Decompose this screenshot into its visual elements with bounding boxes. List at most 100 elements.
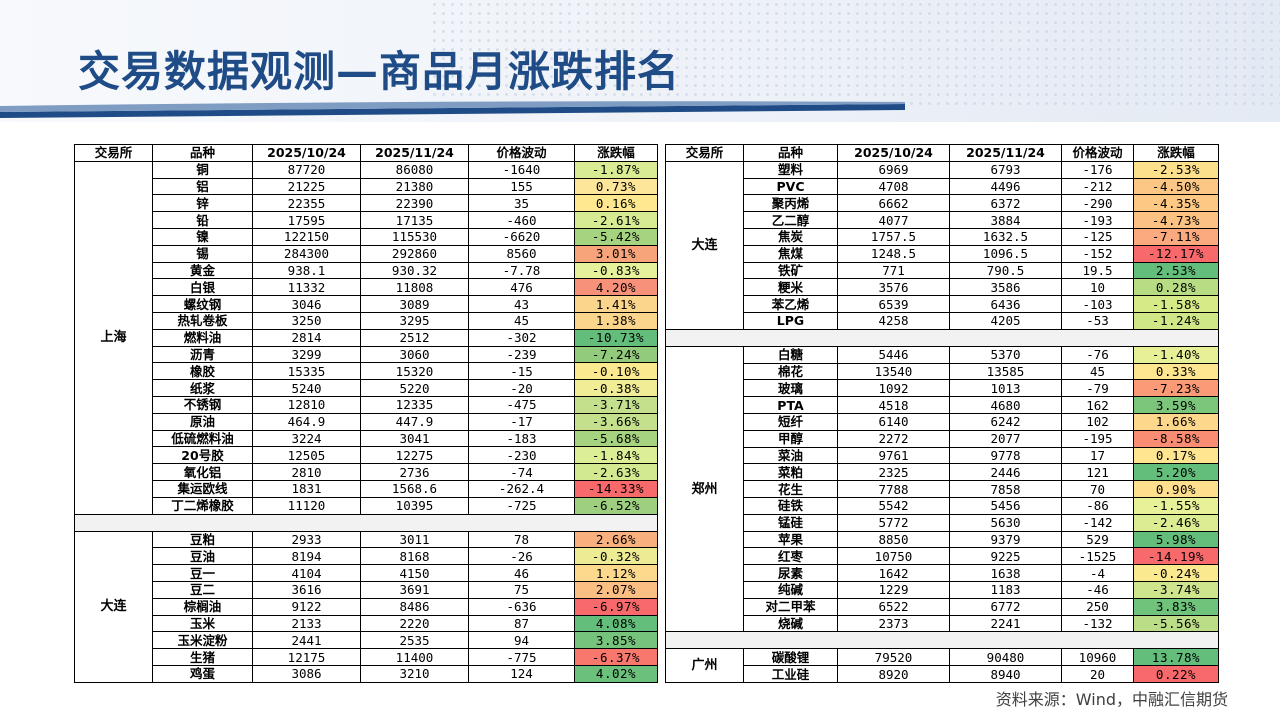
price-change-cell: -142: [1061, 513, 1134, 532]
price-change-cell: -239: [468, 345, 575, 364]
product-cell: LPG: [743, 311, 838, 330]
price-end-cell: 3884: [949, 211, 1062, 229]
price-change-cell: -290: [1061, 194, 1134, 213]
product-cell: 棉花: [743, 362, 838, 381]
price-change-cell: -7.78: [468, 261, 575, 280]
price-start-cell: 79520: [837, 648, 950, 667]
table-row: 菜油 9761 9778 17 0.17%: [666, 446, 1219, 465]
product-cell: 豆一: [152, 564, 253, 582]
price-end-cell: 11400: [360, 648, 469, 666]
pct-change-cell: 4.02%: [574, 664, 658, 683]
price-end-cell: 2241: [949, 614, 1062, 633]
price-start-cell: 9761: [837, 446, 950, 465]
price-end-cell: 1013: [949, 379, 1062, 398]
price-change-cell: -132: [1061, 614, 1134, 633]
product-cell: 镍: [152, 227, 253, 246]
table-row: 玻璃 1092 1013 -79 -7.23%: [666, 379, 1219, 398]
table-row: 红枣 10750 9225 -1525 -14.19%: [666, 547, 1219, 566]
pct-change-cell: 3.83%: [1133, 597, 1219, 616]
price-end-cell: 9778: [949, 446, 1062, 465]
price-start-cell: 2325: [837, 463, 950, 482]
table-row: 锰硅 5772 5630 -142 -2.46%: [666, 513, 1219, 532]
product-cell: 低硫燃料油: [152, 429, 253, 448]
pct-change-cell: 0.90%: [1133, 480, 1219, 498]
pct-change-cell: -4.73%: [1133, 211, 1219, 229]
product-cell: 铜: [152, 160, 253, 179]
price-end-cell: 8940: [949, 665, 1062, 683]
product-cell: 塑料: [743, 160, 838, 179]
price-start-cell: 4077: [837, 211, 950, 229]
price-change-cell: -103: [1061, 295, 1134, 313]
price-start-cell: 4518: [837, 396, 950, 414]
table-row: 焦炭 1757.5 1632.5 -125 -7.11%: [666, 227, 1219, 246]
price-change-cell: 102: [1061, 412, 1134, 431]
price-start-cell: 11120: [252, 496, 361, 515]
header-change: 价格波动: [468, 144, 575, 162]
spacer-cell: [74, 513, 658, 532]
product-cell: 原油: [152, 412, 253, 431]
product-cell: 集运欧线: [152, 479, 253, 498]
table-row: 焦煤 1248.5 1096.5 -152 -12.17%: [666, 244, 1219, 263]
table-row: 尿素 1642 1638 -4 -0.24%: [666, 564, 1219, 582]
spacer-cell: [665, 328, 1219, 347]
table-row: 纸浆 5240 5220 -20 -0.38%: [75, 379, 658, 397]
table-row: 棕榈油 9122 8486 -636 -6.97%: [75, 597, 658, 616]
price-start-cell: 771: [837, 261, 950, 280]
exchange-cell: 大连: [665, 160, 744, 330]
price-change-cell: 529: [1061, 530, 1134, 549]
price-change-cell: 75: [468, 580, 575, 599]
left-table-header: 交易所 品种 2025/10/24 2025/11/24 价格波动 涨跌幅: [74, 144, 658, 162]
product-cell: 铁矿: [743, 261, 838, 280]
price-start-cell: 15335: [252, 362, 361, 381]
price-end-cell: 790.5: [949, 261, 1062, 280]
pct-change-cell: 1.38%: [574, 311, 658, 330]
product-cell: 燃料油: [152, 328, 253, 347]
price-end-cell: 17135: [360, 211, 469, 229]
product-cell: 不锈钢: [152, 395, 253, 414]
price-start-cell: 2441: [252, 631, 361, 650]
price-start-cell: 13540: [837, 362, 950, 381]
product-cell: 工业硅: [743, 665, 838, 683]
price-end-cell: 9379: [949, 530, 1062, 549]
header-date1: 2025/10/24: [252, 144, 361, 162]
pct-change-cell: -7.11%: [1133, 227, 1219, 246]
pct-change-cell: 1.41%: [574, 295, 658, 313]
exchange-cell: 上海: [74, 160, 153, 515]
product-cell: 氧化铝: [152, 463, 253, 481]
table-row: 郑州 白糖 5446 5370 -76 -1.40%: [665, 345, 1219, 633]
product-cell: 生猪: [152, 648, 253, 666]
price-change-cell: 87: [468, 614, 575, 633]
price-start-cell: 4708: [837, 177, 950, 196]
price-end-cell: 2446: [949, 463, 1062, 482]
price-change-cell: 17: [1061, 446, 1134, 465]
price-change-cell: -725: [468, 496, 575, 515]
price-change-cell: -86: [1061, 496, 1134, 515]
pct-change-cell: -1.55%: [1133, 496, 1219, 515]
price-change-cell: -53: [1061, 311, 1134, 330]
pct-change-cell: -0.10%: [574, 362, 658, 381]
table-row: 豆一 4104 4150 46 1.12%: [75, 564, 658, 582]
table-row: 纯碱 1229 1183 -46 -3.74%: [666, 580, 1219, 599]
table-row: 铝 21225 21380 155 0.73%: [75, 177, 658, 196]
pct-change-cell: 3.59%: [1133, 396, 1219, 414]
product-cell: 丁二烯橡胶: [152, 496, 253, 515]
pct-change-cell: 4.20%: [574, 278, 658, 297]
exchange-cell: 大连: [74, 530, 153, 683]
table-row: 白银 11332 11808 476 4.20%: [75, 278, 658, 297]
price-start-cell: 3086: [252, 664, 361, 683]
product-cell: 玉米: [152, 614, 253, 633]
price-end-cell: 4150: [360, 564, 469, 582]
price-change-cell: -15: [468, 362, 575, 381]
price-end-cell: 447.9: [360, 412, 469, 431]
price-start-cell: 1831: [252, 479, 361, 498]
pct-change-cell: -2.63%: [574, 463, 658, 481]
price-end-cell: 1632.5: [949, 227, 1062, 246]
table-row: 原油 464.9 447.9 -17 -3.66%: [75, 412, 658, 431]
table-row: 苯乙烯 6539 6436 -103 -1.58%: [666, 295, 1219, 313]
price-start-cell: 2933: [252, 530, 361, 549]
right-table: 交易所 品种 2025/10/24 2025/11/24 价格波动 涨跌幅 大连 塑料 696…: [665, 144, 1219, 683]
price-change-cell: -6620: [468, 227, 575, 246]
product-cell: 对二甲苯: [743, 597, 838, 616]
pct-change-cell: -0.32%: [574, 547, 658, 566]
table-row: 铅 17595 17135 -460 -2.61%: [75, 211, 658, 229]
